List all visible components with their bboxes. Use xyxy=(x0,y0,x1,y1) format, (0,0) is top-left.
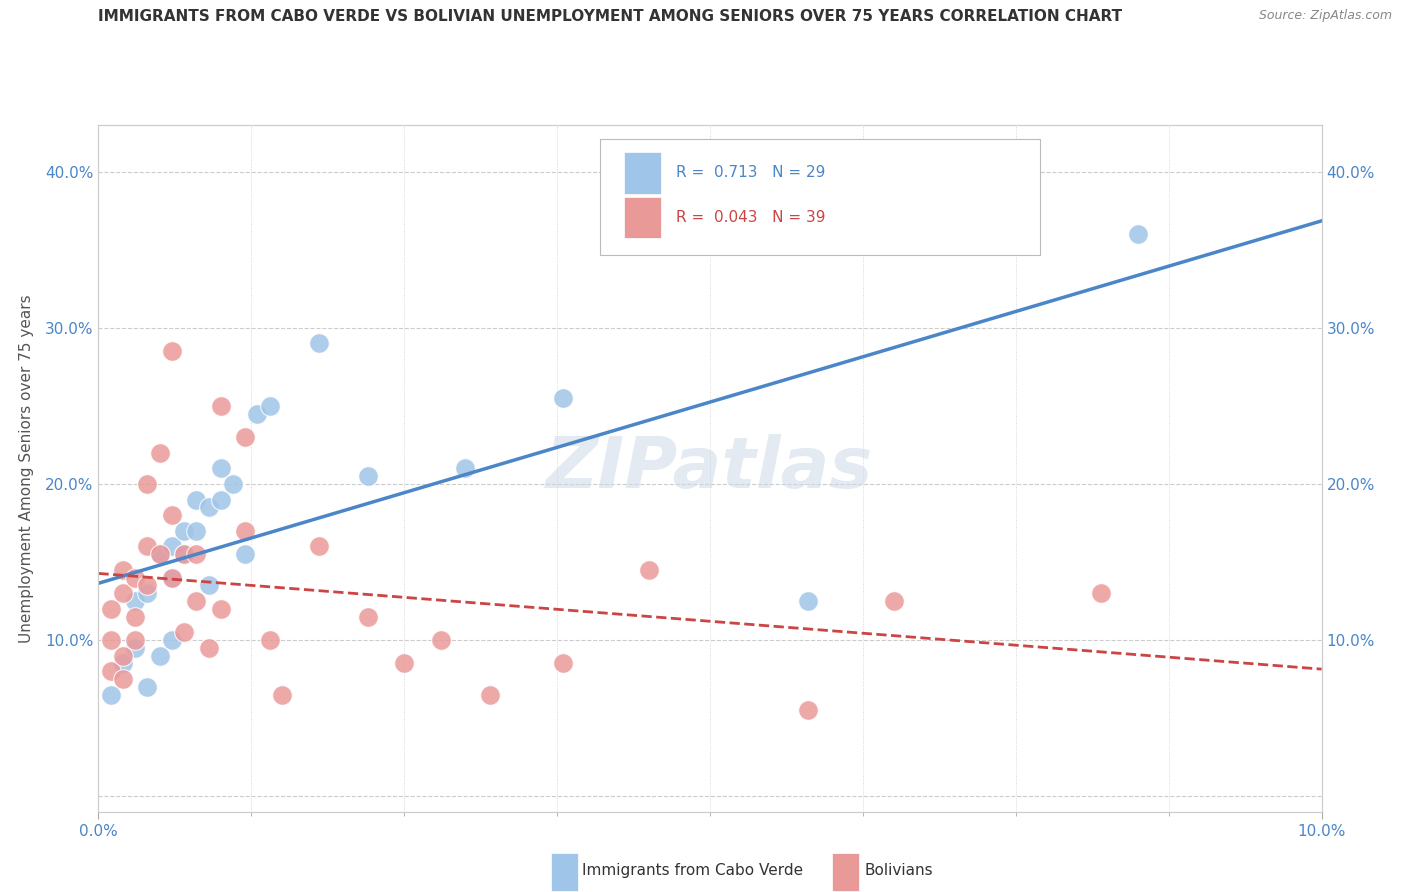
Point xyxy=(111,657,134,671)
Point xyxy=(186,492,208,507)
Point xyxy=(111,672,134,686)
Point xyxy=(100,664,122,678)
Point xyxy=(222,476,245,491)
Point xyxy=(111,563,134,577)
Point xyxy=(209,492,232,507)
Point xyxy=(308,336,330,351)
Point xyxy=(136,680,159,694)
Text: Source: ZipAtlas.com: Source: ZipAtlas.com xyxy=(1258,9,1392,22)
Text: R =  0.713   N = 29: R = 0.713 N = 29 xyxy=(676,165,825,180)
Point xyxy=(136,586,159,600)
Point xyxy=(356,609,378,624)
Point xyxy=(259,633,281,648)
Point xyxy=(1090,586,1112,600)
Point xyxy=(186,594,208,608)
Point xyxy=(197,578,219,592)
Point xyxy=(136,539,159,553)
Point xyxy=(308,539,330,553)
Point xyxy=(111,586,134,600)
Point xyxy=(186,524,208,538)
Bar xyxy=(624,197,661,238)
Point xyxy=(160,571,183,585)
Point xyxy=(160,571,183,585)
Bar xyxy=(551,853,578,891)
Point xyxy=(454,461,477,475)
Point xyxy=(233,524,256,538)
Point xyxy=(270,688,292,702)
Point xyxy=(173,547,195,561)
Point xyxy=(553,391,575,405)
Point xyxy=(160,633,183,648)
Point xyxy=(149,445,172,460)
Point xyxy=(149,648,172,663)
Point xyxy=(160,344,183,359)
Point xyxy=(124,609,146,624)
Point xyxy=(149,547,172,561)
Point xyxy=(259,399,281,413)
Y-axis label: Unemployment Among Seniors over 75 years: Unemployment Among Seniors over 75 years xyxy=(18,294,34,642)
Bar xyxy=(832,853,859,891)
Text: Bolivians: Bolivians xyxy=(865,863,932,878)
Point xyxy=(100,688,122,702)
Point xyxy=(111,648,134,663)
Point xyxy=(430,633,453,648)
Point xyxy=(233,430,256,444)
Point xyxy=(478,688,501,702)
Point xyxy=(124,571,146,585)
Point xyxy=(124,640,146,655)
Point xyxy=(637,563,661,577)
Point xyxy=(197,640,219,655)
Point xyxy=(797,703,820,717)
Point xyxy=(160,539,183,553)
Point xyxy=(100,633,122,648)
Text: ZIPatlas: ZIPatlas xyxy=(547,434,873,503)
Point xyxy=(173,547,195,561)
Point xyxy=(124,594,146,608)
Point xyxy=(209,601,232,615)
Point xyxy=(356,469,378,483)
Point xyxy=(186,547,208,561)
Point xyxy=(209,399,232,413)
Text: IMMIGRANTS FROM CABO VERDE VS BOLIVIAN UNEMPLOYMENT AMONG SENIORS OVER 75 YEARS : IMMIGRANTS FROM CABO VERDE VS BOLIVIAN U… xyxy=(98,9,1122,24)
FancyBboxPatch shape xyxy=(600,138,1040,255)
Point xyxy=(797,594,820,608)
Point xyxy=(149,547,172,561)
Point xyxy=(1128,227,1150,241)
Point xyxy=(173,524,195,538)
Point xyxy=(197,500,219,515)
Point xyxy=(553,657,575,671)
Point xyxy=(883,594,905,608)
Point xyxy=(173,625,195,640)
Point xyxy=(136,578,159,592)
Point xyxy=(209,461,232,475)
Point xyxy=(160,508,183,523)
Text: Immigrants from Cabo Verde: Immigrants from Cabo Verde xyxy=(582,863,803,878)
Bar xyxy=(624,153,661,194)
Point xyxy=(246,407,269,421)
Point xyxy=(100,601,122,615)
Point xyxy=(392,657,416,671)
Point xyxy=(136,476,159,491)
Point xyxy=(233,547,256,561)
Point xyxy=(124,633,146,648)
Text: R =  0.043   N = 39: R = 0.043 N = 39 xyxy=(676,211,825,225)
